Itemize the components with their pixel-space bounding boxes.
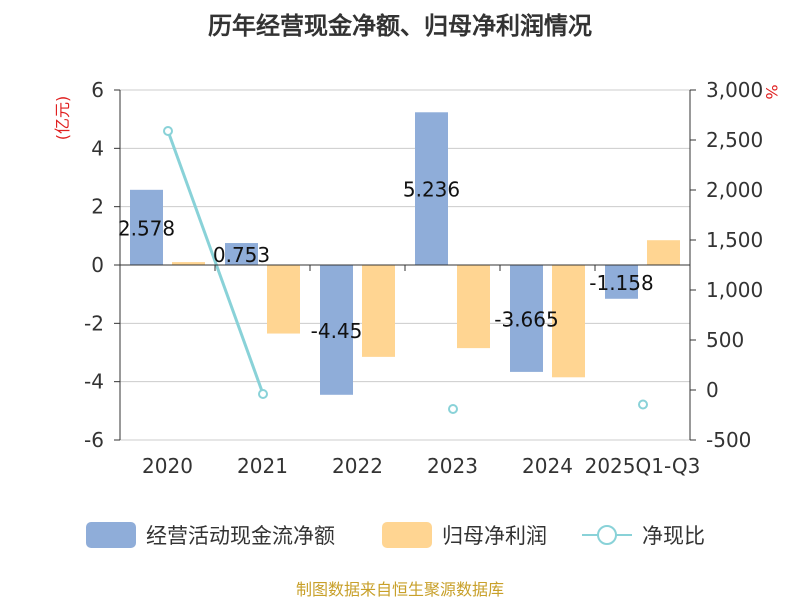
bar-cash: [510, 265, 543, 372]
source-note: 制图数据来自恒生聚源数据库: [296, 580, 504, 599]
ratio-point: [163, 126, 173, 136]
bar-profit: [362, 265, 395, 357]
legend-label-profit: 归母净利润: [442, 524, 547, 548]
ratio-line: [163, 126, 648, 414]
left-tick-label: 2: [91, 195, 104, 219]
right-axis-unit: %: [762, 84, 781, 99]
legend-swatch-profit: [382, 522, 432, 548]
right-tick-label: 500: [706, 328, 744, 352]
bar-profit: [457, 265, 490, 349]
x-tick-label: 2025Q1-Q3: [585, 454, 701, 478]
axes: 6 4 2 0 -2 -4 -6 3,000 2,500 2,000 1,500 1,000 500 0 -…: [84, 78, 763, 478]
bar-profit: [172, 262, 205, 265]
ratio-point: [258, 389, 268, 399]
x-tick-label: 2024: [522, 454, 573, 478]
data-label-cash: 5.236: [403, 178, 460, 202]
data-label-cash: -4.45: [311, 319, 363, 343]
left-tick-label: -6: [84, 428, 104, 452]
data-labels: 2.578 0.753 -4.45 5.236 -3.665 -1.158: [118, 178, 654, 343]
bar-profit: [552, 265, 585, 378]
bar-profit: [647, 240, 680, 265]
left-axis-unit: (亿元): [53, 96, 72, 141]
right-tick-label: 1,000: [706, 278, 763, 302]
legend-item-ratio[interactable]: 净现比: [582, 524, 705, 548]
x-tick-label: 2021: [237, 454, 288, 478]
ratio-point: [448, 404, 458, 414]
legend-swatch-cash: [86, 522, 136, 548]
x-tick-label: 2020: [142, 454, 193, 478]
bar-cash: [320, 265, 353, 395]
chart-title: 历年经营现金净额、归母净利润情况: [208, 12, 592, 40]
left-tick-label: -4: [84, 370, 104, 394]
right-tick-label: 2,500: [706, 128, 763, 152]
legend-marker-ratio: [597, 525, 617, 545]
left-tick-label: 6: [91, 78, 104, 102]
x-tick-label: 2023: [427, 454, 478, 478]
data-label-cash: 2.578: [118, 216, 175, 240]
ratio-point: [638, 399, 648, 410]
right-tick-label: 2,000: [706, 178, 763, 202]
bars: [130, 112, 680, 395]
legend-label-cash: 经营活动现金流净额: [146, 524, 335, 548]
data-label-cash: 0.753: [213, 243, 270, 267]
bar-cash: [225, 243, 258, 265]
right-tick-label: 0: [706, 378, 719, 402]
data-label-cash: -3.665: [494, 307, 558, 331]
data-label-cash: -1.158: [589, 271, 653, 295]
legend: 经营活动现金流净额 归母净利润 净现比: [86, 522, 705, 548]
left-tick-label: 0: [91, 253, 104, 277]
left-tick-label: 4: [91, 136, 104, 160]
legend-label-ratio: 净现比: [642, 524, 705, 548]
bar-profit: [267, 265, 300, 334]
right-tick-label: -500: [706, 428, 751, 452]
bar-cash: [605, 265, 638, 299]
bar-cash: [130, 189, 163, 265]
right-tick-label: 1,500: [706, 228, 763, 252]
right-tick-label: 3,000: [706, 78, 763, 102]
legend-item-cash[interactable]: 经营活动现金流净额: [86, 522, 335, 548]
ratio-line-segment: [166, 130, 265, 395]
left-tick-label: -2: [84, 311, 104, 335]
bar-cash: [415, 112, 448, 266]
x-tick-label: 2022: [332, 454, 383, 478]
legend-item-profit[interactable]: 归母净利润: [382, 522, 547, 548]
